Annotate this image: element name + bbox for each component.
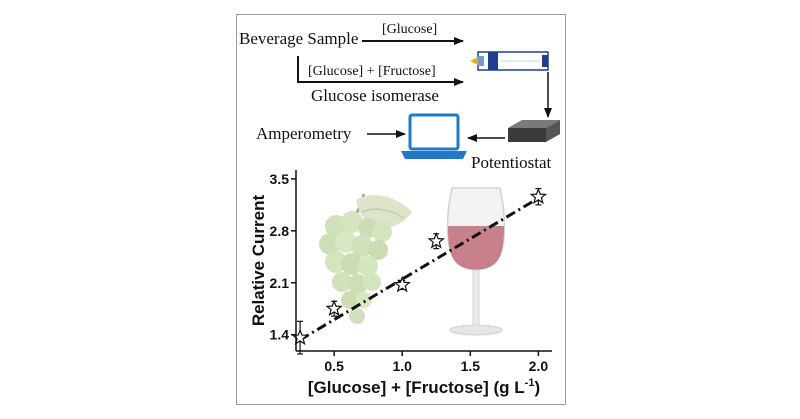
potentiostat-label: Potentiostat [471, 153, 552, 172]
x-axis-label-main: [Glucose] + [Fructose] (g L [308, 378, 525, 397]
x-axis-label-end: ) [534, 378, 540, 397]
glucose-isomerase-label: Glucose isomerase [311, 86, 439, 105]
data-point-star-2 [393, 275, 411, 293]
potentiostat-icon [508, 120, 560, 142]
x-tick-label-3: 2.0 [529, 358, 549, 374]
x-axis-label-sup: -1 [525, 377, 535, 389]
electrode-icon [470, 51, 549, 71]
x-axis-label: [Glucose] + [Fructose] (g L-1) [308, 377, 540, 397]
glucose-label: [Glucose] [382, 22, 437, 37]
laptop-icon [401, 113, 467, 159]
calibration-chart: 1.4 2.1 2.8 3.5 0.5 1.0 1.5 2.0 [270, 170, 552, 374]
data-point-star-1 [325, 299, 343, 317]
y-tick-label-0: 1.4 [270, 327, 290, 343]
y-tick-label-3: 3.5 [270, 171, 290, 187]
fit-line [299, 196, 540, 342]
x-tick-label-1: 1.0 [392, 358, 412, 374]
y-tick-label-1: 2.1 [270, 275, 290, 291]
data-point-star-3 [427, 232, 445, 249]
y-axis-label: Relative Current [249, 195, 268, 327]
data-point-star-4 [529, 187, 548, 205]
glucose-fructose-arrow [297, 56, 464, 86]
y-tick-label-2: 2.8 [270, 223, 290, 239]
wine-glass-icon [446, 187, 506, 336]
amperometry-label: Amperometry [256, 124, 352, 143]
beverage-sample-label: Beverage Sample [239, 29, 358, 48]
x-tick-label-0: 0.5 [324, 358, 344, 374]
glucose-fructose-label: [Glucose] + [Fructose] [308, 64, 436, 79]
x-tick-label-2: 1.5 [461, 358, 481, 374]
grapes-icon [319, 193, 412, 324]
